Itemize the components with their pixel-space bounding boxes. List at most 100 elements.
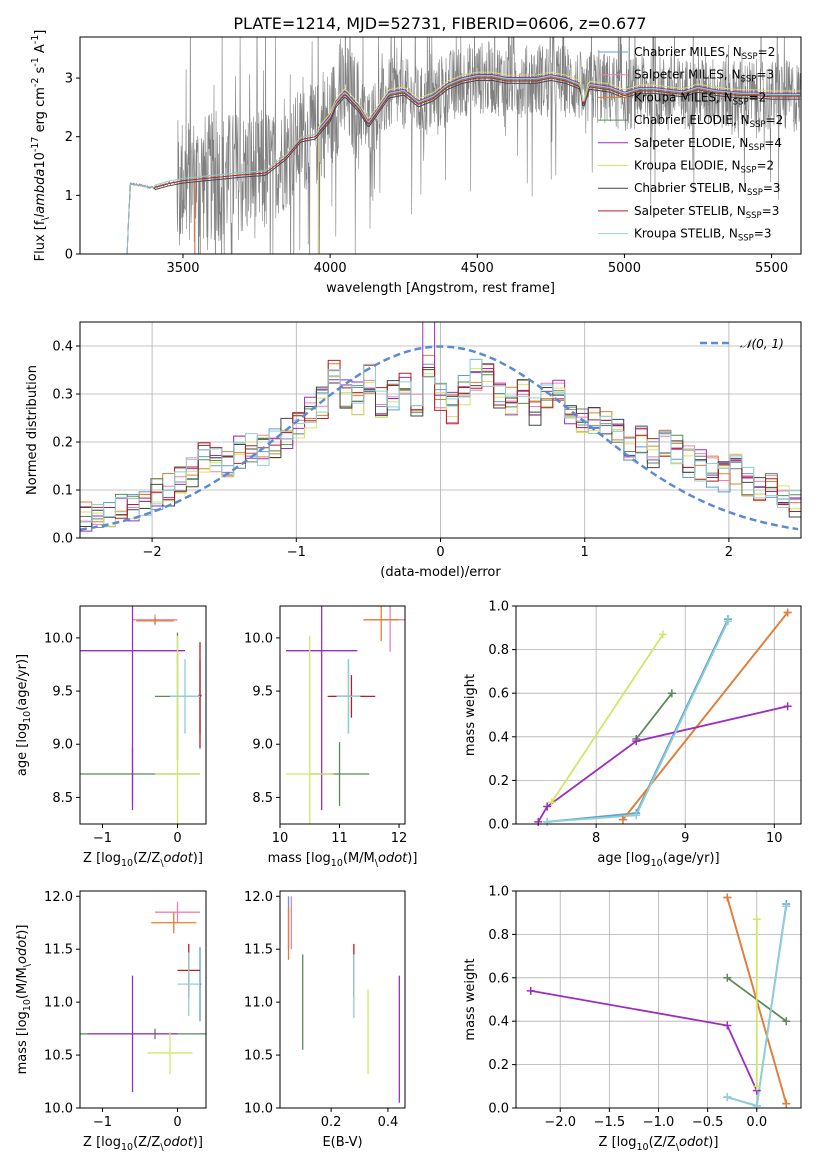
age-vs-weight-ytick-label: 0.2 (488, 774, 509, 789)
z-vs-mass-xtick-label: 0 (173, 1115, 181, 1130)
legend-entry: Salpeter MILES, NSSP=3 (634, 68, 774, 85)
weight-marker (667, 689, 676, 698)
age-vs-weight-ytick-label: 0.8 (488, 643, 509, 658)
z-vs-weight-xtick-label: −1.5 (594, 1115, 626, 1130)
residuals-xtick-label: −2 (143, 545, 162, 560)
z-vs-age-xlabel: Z [log10(Z/Z\odot)] (83, 851, 203, 869)
mass-vs-age-xlabel: mass [log10(M/M\odot)] (268, 851, 418, 869)
spectrum-model-line (126, 79, 800, 254)
mass-vs-age-xtick-label: 10 (272, 831, 289, 846)
z-vs-mass-panel: −1 0 10.0 10.5 11.0 11.5 12.0 (44, 890, 207, 1130)
residuals-xtick-label: −1 (287, 545, 306, 560)
weight-line (635, 692, 673, 740)
spectrum-data-line (126, 37, 801, 254)
spectrum-xlabel: wavelength [Angstrom, rest frame] (326, 281, 555, 296)
legend-entry: Salpeter STELIB, NSSP=3 (634, 204, 779, 221)
z-vs-age-panel: −1 0 8.5 9.0 9.5 10.0 (44, 605, 207, 846)
residuals-xlabel: (data-model)/error (380, 565, 501, 580)
residuals-xtick-label: 2 (725, 545, 733, 560)
weight-marker (783, 608, 792, 617)
age-vs-weight-xtick-label: 8 (592, 831, 600, 846)
residual-histogram (80, 369, 801, 527)
z-vs-mass-xtick-label: −1 (93, 1115, 112, 1130)
ebv-vs-mass-ytick-label: 12.0 (244, 890, 273, 905)
weight-line (530, 989, 758, 1091)
residual-histogram (80, 359, 801, 519)
weight-marker (782, 1017, 791, 1026)
mass-vs-age-xtick-label: 11 (331, 831, 348, 846)
spectrum-xtick-label: 4500 (461, 261, 494, 276)
spectrum-model-line (317, 71, 801, 254)
z-vs-weight-ylabel: mass weight (463, 958, 478, 1040)
weight-line (537, 705, 788, 823)
z-vs-mass-frame (79, 890, 207, 1109)
z-vs-weight-ytick-label: 1.0 (488, 885, 509, 900)
ebv-vs-mass-ytick-label: 11.5 (244, 943, 273, 958)
z-vs-mass-ytick-label: 11.0 (44, 996, 73, 1011)
z-vs-age-ytick-label: 10.0 (44, 631, 73, 646)
weight-marker (782, 902, 791, 911)
legend-entry: Kroupa STELIB, NSSP=3 (634, 227, 772, 244)
ebv-vs-mass-xlabel: E(B-V) (322, 1135, 362, 1150)
ebv-vs-mass-ytick-label: 11.0 (244, 996, 273, 1011)
age-vs-weight-ytick-label: 0.0 (488, 818, 509, 833)
spectrum-xtick-label: 5500 (755, 261, 788, 276)
residuals-ytick-label: 0.2 (52, 436, 73, 451)
ebv-vs-mass-ytick-label: 10.5 (244, 1049, 273, 1064)
mass-vs-age-xtick-label: 12 (391, 831, 408, 846)
z-vs-weight-ytick-label: 0.8 (488, 928, 509, 943)
ebv-vs-mass-xtick-label: 0.2 (321, 1115, 342, 1130)
z-vs-mass-plot-area (80, 901, 206, 1093)
residual-histogram (80, 354, 801, 523)
z-vs-weight-ytick-label: 0.0 (488, 1102, 509, 1117)
spectrum-xtick-label: 5000 (608, 261, 641, 276)
age-vs-weight-xtick-label: 10 (766, 831, 783, 846)
weight-marker (658, 630, 667, 639)
spectrum-model-line (317, 74, 801, 254)
z-vs-weight-xtick-label: −2.0 (544, 1115, 576, 1130)
residual-histogram (80, 358, 801, 523)
weight-line (622, 611, 789, 821)
weight-marker (723, 1093, 732, 1102)
normal-curve (80, 345, 799, 531)
weight-marker (723, 1021, 732, 1030)
z-vs-age-ytick-label: 9.5 (52, 685, 73, 700)
weight-marker (723, 893, 732, 902)
spectrum-plot-area (126, 37, 801, 254)
residuals-xtick-label: 0 (436, 545, 444, 560)
weight-marker (534, 817, 543, 826)
z-vs-weight-xtick-label: −0.5 (692, 1115, 724, 1130)
spectrum-frame (79, 36, 802, 255)
spectrum-ytick-label: 1 (65, 189, 73, 204)
spectrum-ylabel: Flux [f\lambda10-17 erg cm-2 s-1 A-1] (30, 30, 51, 262)
residuals-ytick-label: 0.1 (52, 484, 73, 499)
z-vs-weight-xtick-label: −1.0 (643, 1115, 675, 1130)
z-vs-age-ytick-label: 8.5 (52, 791, 73, 806)
weight-line (550, 633, 664, 803)
weight-marker (632, 811, 641, 820)
legend-entry: Kroupa ELODIE, NSSP=2 (634, 159, 774, 176)
legend-entry: Kroupa MILES, NSSP=2 (634, 90, 766, 107)
ebv-vs-mass-frame (279, 890, 406, 1109)
spectrum-model-line (126, 75, 800, 254)
age-vs-weight-xlabel: age [log10(age/yr)] (597, 851, 719, 869)
residuals-ytick-label: 0.3 (52, 388, 73, 403)
mass-vs-age-ytick-label: 9.0 (252, 738, 273, 753)
residuals-ytick-label: 0.4 (52, 340, 73, 355)
weight-marker (782, 1099, 791, 1108)
weight-marker (632, 737, 641, 746)
residuals-ytick-label: 0.0 (52, 532, 73, 547)
ebv-vs-mass-plot-area (287, 896, 400, 1103)
z-vs-mass-ytick-label: 12.0 (44, 890, 73, 905)
z-vs-weight-xlabel: Z [log10(Z/Z\odot)] (599, 1135, 719, 1153)
weight-marker (543, 817, 552, 826)
residuals-panel: −2 −1 0 1 2 0.0 0.1 0.2 0.3 0.4 (52, 321, 802, 560)
legend-entry: Chabrier MILES, NSSP=2 (634, 45, 775, 62)
spectrum-xtick-label: 4000 (314, 261, 347, 276)
ebv-vs-mass-panel: 0.2 0.4 10.0 10.5 11.0 11.5 12.0 (244, 890, 406, 1130)
z-vs-mass-ytick-label: 11.5 (44, 943, 73, 958)
weight-marker (752, 915, 761, 924)
mass-vs-age-ytick-label: 8.5 (252, 791, 273, 806)
residual-histogram (80, 367, 801, 527)
